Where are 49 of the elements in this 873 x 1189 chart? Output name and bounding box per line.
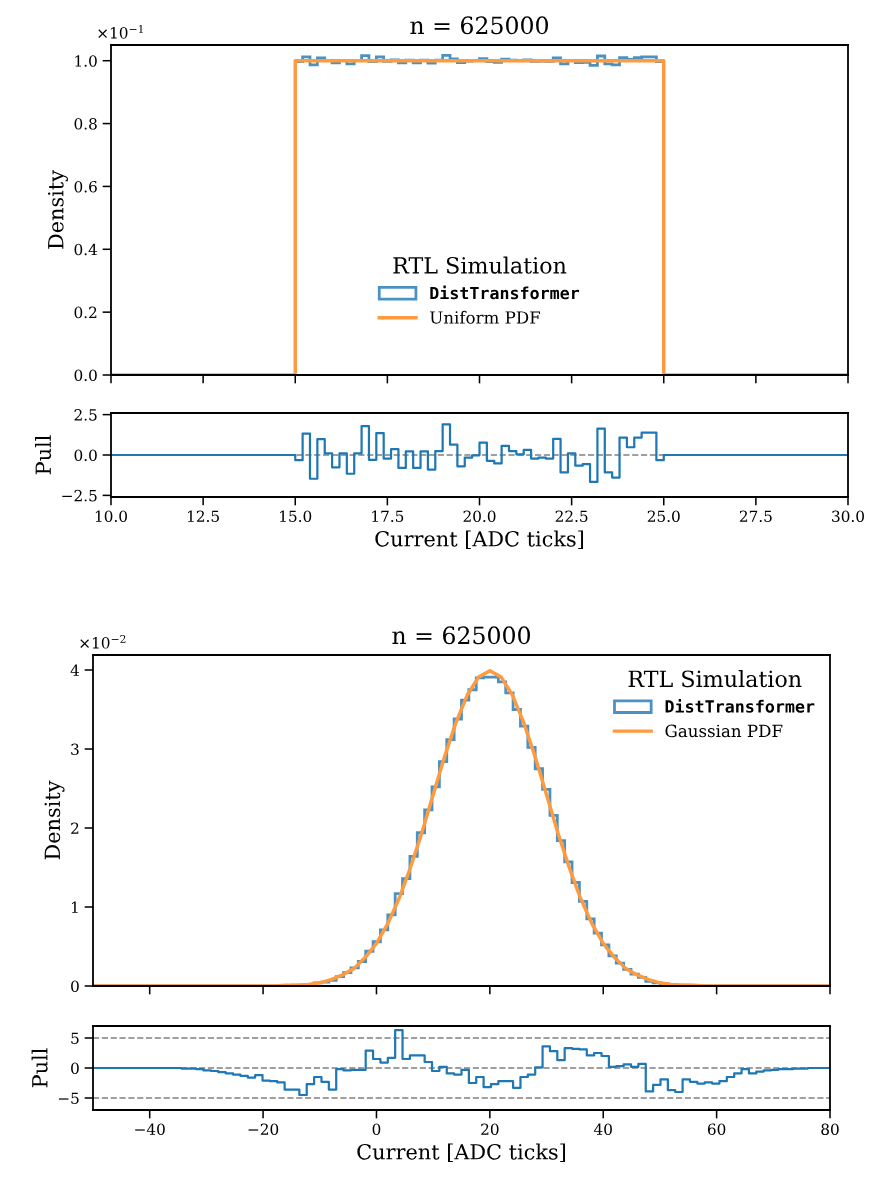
x-tick-label: 80 [821, 1123, 839, 1136]
text: ×10$^{−2}$ [80, 634, 126, 649]
legend-title: RTL Simulation [628, 670, 802, 688]
y-tick-label: 0.8 [74, 118, 97, 130]
y-tick-label: −5 [58, 1092, 79, 1105]
legend-label: Uniform PDF [430, 310, 541, 324]
y-axis-title: Pull [31, 1048, 48, 1088]
x-tick-label: 30.0 [832, 510, 864, 523]
y-tick-label: 4 [70, 664, 80, 676]
x-tick-label: 25.0 [647, 510, 680, 523]
y-axis-title: Density [48, 170, 68, 249]
x-tick-label: 10.0 [95, 510, 127, 523]
y-tick-label: 2 [71, 822, 79, 834]
y-tick-label: 0.6 [74, 180, 97, 193]
x-tick-label: 17.5 [372, 510, 404, 523]
legend-label: DistTransformer [665, 698, 815, 713]
x-axis-title: Current [ADC ticks] [375, 530, 584, 550]
x-tick-label: 22.5 [555, 510, 588, 523]
y-tick-label: 0.4 [74, 243, 98, 256]
y-tick-label: 5 [71, 1032, 79, 1045]
x-tick-label: −20 [248, 1123, 279, 1136]
x-tick-label: 20 [481, 1123, 499, 1136]
y-tick-label: −2.5 [62, 489, 97, 502]
x-tick-label: 12.5 [187, 510, 219, 523]
y-tick-label: 0.0 [74, 369, 97, 382]
y-tick-label: 3 [71, 743, 79, 756]
chart-title: n = 625000 [392, 626, 530, 645]
y-tick-label: 0.0 [74, 449, 97, 462]
chart-title: n = 625000 [410, 16, 548, 35]
series-label: DistTransformer [430, 285, 580, 300]
y-axis-title: Pull [34, 435, 52, 475]
x-tick-label: 60 [707, 1123, 726, 1136]
text: ×10$^{−1}$ [98, 24, 143, 39]
x-tick-label: 15.0 [280, 510, 312, 523]
y-tick-label: 0.2 [74, 306, 97, 319]
y-tick-label: 0 [71, 1062, 79, 1075]
x-tick-label: 27.5 [739, 510, 772, 523]
x-tick-label: 40 [593, 1123, 612, 1136]
legend-label: Gaussian PDF [665, 724, 783, 738]
y-axis-title: Density [44, 780, 65, 860]
x-tick-label: 20.0 [463, 510, 496, 523]
x-tick-label: 0 [372, 1123, 381, 1136]
y-tick-label: 1.0 [75, 55, 97, 67]
legend-title: RTL Simulation [393, 256, 567, 274]
y-tick-label: 0 [71, 980, 79, 993]
y-tick-label: 1 [71, 901, 78, 913]
x-axis-title: Current [ADC ticks] [357, 1143, 566, 1163]
x-tick-label: −40 [135, 1123, 165, 1136]
y-tick-label: 2.5 [74, 409, 97, 421]
